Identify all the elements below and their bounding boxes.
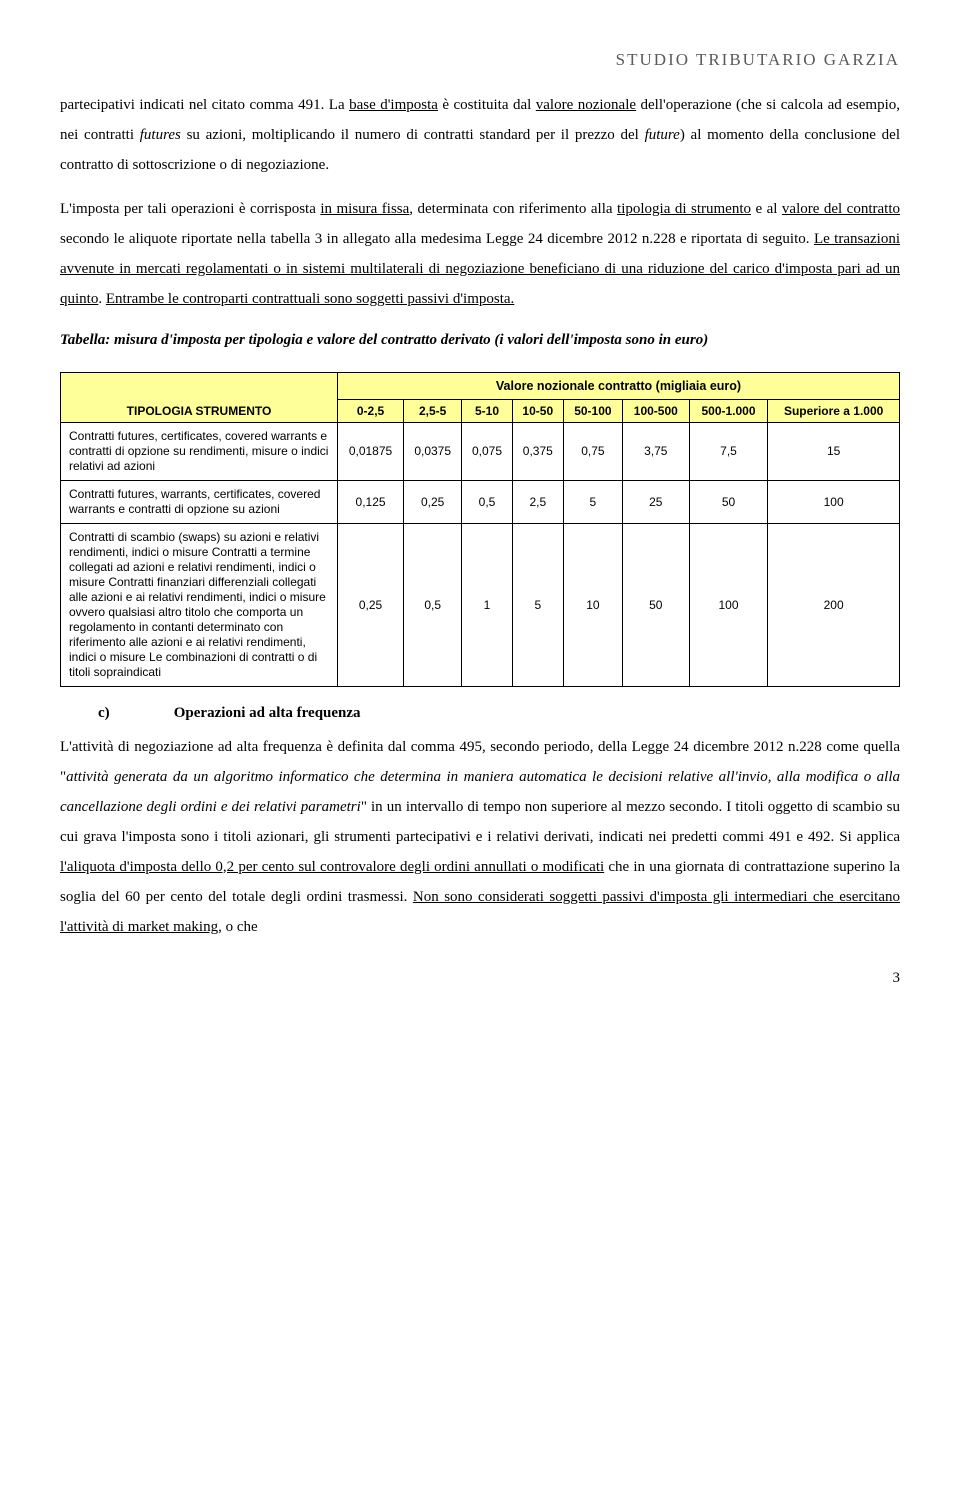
p1-m3: su azioni, moltiplicando il numero di co… [181, 127, 645, 143]
row2-v6: 100 [689, 523, 768, 686]
table-row: Contratti di scambio (swaps) su azioni e… [61, 523, 900, 686]
th-col-2: 5-10 [462, 399, 512, 422]
row0-v4: 0,75 [563, 422, 622, 480]
section-c-letter: c) [60, 705, 170, 722]
row2-v2: 1 [462, 523, 512, 686]
p1-pre: partecipativi indicati nel citato comma … [60, 97, 349, 113]
row1-v5: 25 [622, 480, 689, 523]
row2-v0: 0,25 [338, 523, 404, 686]
th-col-4: 50-100 [563, 399, 622, 422]
row1-v7: 100 [768, 480, 900, 523]
th-col-1: 2,5-5 [404, 399, 462, 422]
p3-end: , o che [218, 919, 258, 935]
tax-table: TIPOLOGIA STRUMENTO Valore nozionale con… [60, 372, 900, 687]
table-row: Contratti futures, warrants, certificate… [61, 480, 900, 523]
th-col-6: 500-1.000 [689, 399, 768, 422]
p2-u1: in misura fissa [320, 201, 409, 217]
row1-v0: 0,125 [338, 480, 404, 523]
row1-v1: 0,25 [404, 480, 462, 523]
paragraph-2: L'imposta per tali operazioni è corrispo… [60, 194, 900, 314]
p2-m1: , determinata con riferimento alla [409, 201, 617, 217]
row0-v6: 7,5 [689, 422, 768, 480]
row0-v0: 0,01875 [338, 422, 404, 480]
row0-label: Contratti futures, certificates, covered… [61, 422, 338, 480]
th-col-3: 10-50 [512, 399, 563, 422]
row2-v7: 200 [768, 523, 900, 686]
row2-v5: 50 [622, 523, 689, 686]
p1-it1: futures [140, 127, 181, 143]
row1-v4: 5 [563, 480, 622, 523]
th-col-7: Superiore a 1.000 [768, 399, 900, 422]
th-super: Valore nozionale contratto (migliaia eur… [338, 372, 900, 399]
row0-v2: 0,075 [462, 422, 512, 480]
page-number: 3 [60, 970, 900, 987]
p1-u1: base d'imposta [349, 97, 438, 113]
p1-u2: valore nozionale [536, 97, 636, 113]
row2-label: Contratti di scambio (swaps) su azioni e… [61, 523, 338, 686]
p1-it2: future [645, 127, 680, 143]
row0-v1: 0,0375 [404, 422, 462, 480]
row2-v1: 0,5 [404, 523, 462, 686]
row1-v2: 0,5 [462, 480, 512, 523]
row1-label: Contratti futures, warrants, certificate… [61, 480, 338, 523]
p2-m4: . [98, 291, 106, 307]
paragraph-3: L'attività di negoziazione ad alta frequ… [60, 732, 900, 942]
section-c-heading: c) Operazioni ad alta frequenza [60, 705, 900, 722]
row2-v4: 10 [563, 523, 622, 686]
p2-u3: valore del contratto [782, 201, 900, 217]
th-col-5: 100-500 [622, 399, 689, 422]
row0-v5: 3,75 [622, 422, 689, 480]
paragraph-1: partecipativi indicati nel citato comma … [60, 90, 900, 180]
table-row: Contratti futures, certificates, covered… [61, 422, 900, 480]
p2-u2: tipologia di strumento [617, 201, 751, 217]
p3-u1: l'aliquota d'imposta dello 0,2 per cento… [60, 859, 604, 875]
row2-v3: 5 [512, 523, 563, 686]
row0-v3: 0,375 [512, 422, 563, 480]
row0-v7: 15 [768, 422, 900, 480]
p1-m1: è costituita dal [438, 97, 536, 113]
p2-u5: Entrambe le controparti contrattuali son… [106, 291, 514, 307]
brand-header: STUDIO TRIBUTARIO GARZIA [60, 50, 900, 70]
p2-m3: secondo le aliquote riportate nella tabe… [60, 231, 814, 247]
row1-v6: 50 [689, 480, 768, 523]
table-caption: Tabella: misura d'imposta per tipologia … [60, 328, 900, 354]
th-col-0: 0-2,5 [338, 399, 404, 422]
p2-m2: e al [751, 201, 782, 217]
row1-v3: 2,5 [512, 480, 563, 523]
p2-pre: L'imposta per tali operazioni è corrispo… [60, 201, 320, 217]
section-c-title: Operazioni ad alta frequenza [174, 705, 361, 721]
th-tipologia: TIPOLOGIA STRUMENTO [61, 372, 338, 422]
